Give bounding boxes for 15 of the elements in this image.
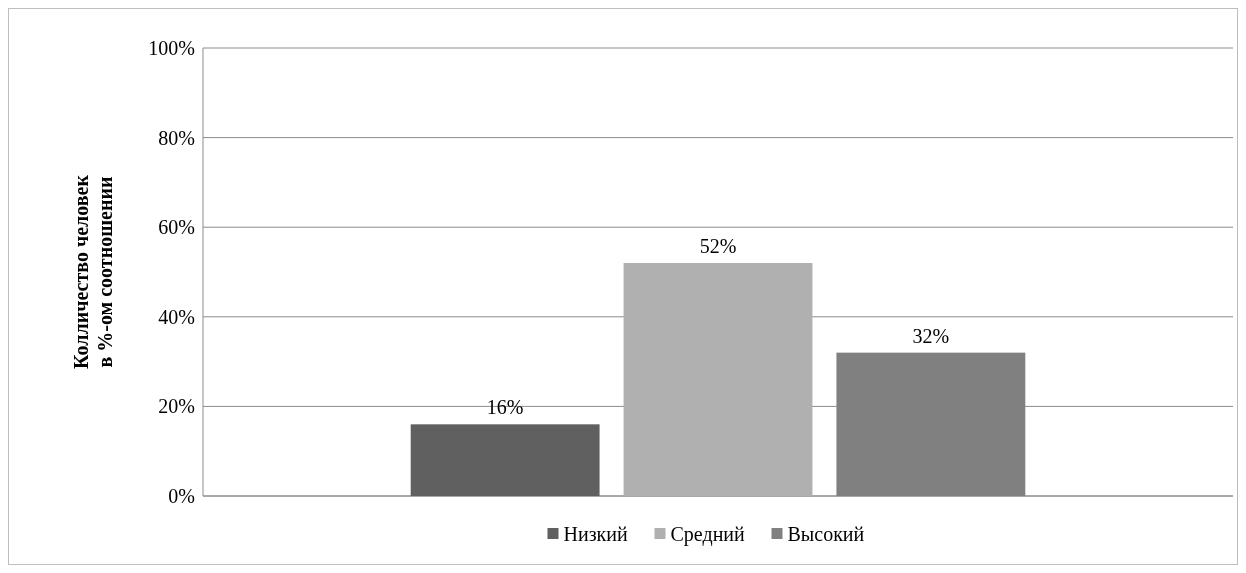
legend-label: Средний: [670, 523, 746, 546]
legend-label: Низкий: [563, 523, 628, 545]
y-tick-label: 80%: [158, 126, 195, 149]
legend-label: Высокий: [787, 523, 865, 545]
y-tick-label: 0%: [168, 485, 195, 507]
y-axis-title: Колличество человек в %-ом соотношении: [70, 174, 116, 370]
data-label: 52%: [699, 235, 737, 258]
y-tick-label: 20%: [158, 395, 195, 418]
bar: [410, 424, 600, 496]
y-tick-label: 40%: [158, 305, 195, 328]
data-label: 16%: [486, 396, 524, 419]
bar: [623, 263, 813, 496]
data-label: 32%: [912, 324, 950, 347]
y-tick-label: 100%: [148, 37, 195, 59]
y-tick-label: 60%: [158, 216, 195, 239]
